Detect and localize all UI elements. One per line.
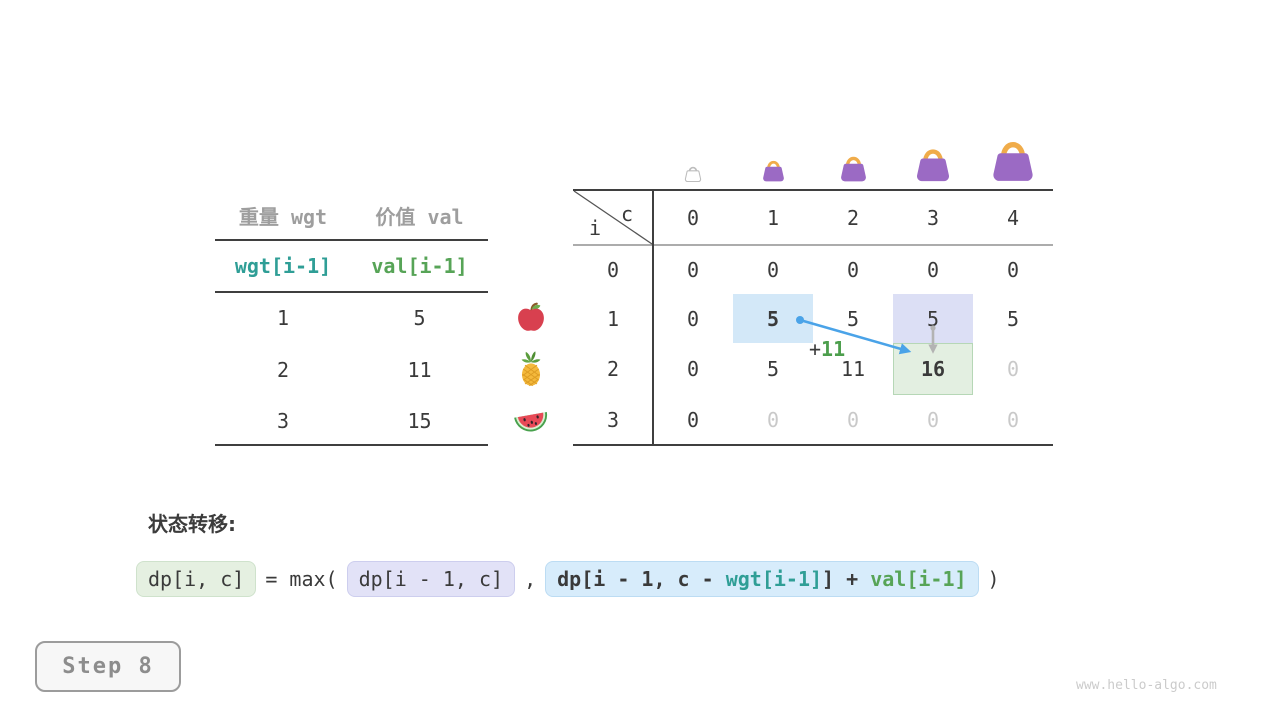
plus-sign: + — [809, 337, 822, 361]
items-table-cell: 2 — [276, 358, 290, 382]
dp-cell: 5 — [846, 306, 860, 331]
dp-cell: 0 — [686, 306, 700, 331]
dp-cell: 5 — [766, 357, 780, 381]
dp-col-header: 0 — [686, 205, 700, 230]
items-table-body: 1 5 2 11 3 15 — [215, 292, 488, 445]
weight-column-header: 重量 wgt — [238, 204, 328, 229]
state-transition-label: 状态转移: — [148, 512, 236, 536]
bag-outline-icon — [653, 120, 733, 182]
items-table-header: 重量 wgt 价值 val — [215, 190, 488, 240]
dp-cell: 0 — [1006, 408, 1020, 432]
item-variable-label: i — [589, 216, 602, 240]
apple-icon — [515, 301, 547, 337]
dp-row-header: 2 — [606, 357, 620, 381]
formula-take-segment: ] + — [822, 567, 871, 591]
state-transition-formula: dp[i, c] = max( dp[i - 1, c] , dp[i - 1,… — [136, 561, 1000, 597]
wgt-index-label: wgt[i-1] — [234, 254, 332, 278]
items-table-row: 2 11 — [215, 344, 488, 396]
dp-cell: 0 — [766, 408, 780, 432]
dp-row-header: 3 — [606, 408, 620, 432]
dp-cell: 0 — [686, 257, 700, 282]
items-index-row: wgt[i-1] val[i-1] — [215, 240, 488, 292]
formula-operator: = max( — [265, 567, 338, 591]
dp-cell: 0 — [1006, 357, 1020, 381]
formula-take-box: dp[i - 1, c - wgt[i-1]] + val[i-1] — [545, 561, 979, 597]
capacity-variable-label: c — [620, 202, 633, 226]
bag-icon-size-2 — [813, 120, 893, 182]
watermelon-icon — [512, 406, 550, 439]
dp-cell: 0 — [926, 408, 940, 432]
items-table-row: 3 15 — [215, 396, 488, 445]
formula-separator: , — [524, 567, 537, 591]
dp-cell: 0 — [846, 257, 860, 282]
site-watermark: www.hello-algo.com — [1076, 678, 1217, 693]
dp-row-header: 1 — [606, 306, 620, 331]
dp-cell: 5 — [893, 294, 973, 343]
dp-row-header: 0 — [606, 257, 620, 282]
dp-cell: 0 — [846, 408, 860, 432]
items-table-cell: 5 — [413, 306, 426, 330]
dp-cell: 11 — [840, 357, 866, 381]
formula-take-segment: wgt[i-1] — [725, 567, 823, 591]
items-table-cell: 15 — [407, 408, 432, 433]
dp-cell: 0 — [686, 408, 700, 432]
pineapple-icon — [518, 351, 544, 391]
step-badge: Step 8 — [35, 641, 181, 692]
items-table-cell: 1 — [276, 306, 290, 330]
dp-col-header: 2 — [846, 205, 860, 230]
dp-cell: 0 — [926, 257, 940, 282]
dp-cell: 5 — [1006, 306, 1020, 331]
value-column-header: 价值 val — [375, 204, 464, 229]
dp-cell: 0 — [1006, 257, 1020, 282]
dp-col-header: 1 — [766, 205, 780, 230]
dp-corner-cell: c i — [573, 190, 653, 245]
val-index-label: val[i-1] — [371, 254, 468, 278]
added-value-annotation: +11 — [809, 337, 845, 361]
dp-cell: 0 — [686, 357, 700, 381]
dp-cell: 16 — [893, 343, 973, 395]
bag-icon-size-1 — [733, 120, 813, 182]
items-table-cell: 11 — [407, 358, 432, 382]
formula-take-segment: dp[i - 1, c - — [557, 567, 726, 591]
bag-icon-size-4 — [973, 120, 1053, 182]
items-table-cell: 3 — [276, 408, 290, 433]
formula-keep-box: dp[i - 1, c] — [346, 561, 516, 597]
dp-cell: 5 — [733, 294, 813, 343]
dp-col-header: 3 — [926, 205, 940, 230]
dp-cell: 0 — [766, 257, 780, 282]
formula-result-box: dp[i, c] — [136, 561, 257, 597]
items-table: 重量 wgt 价值 val wgt[i-1] val[i-1] 1 5 2 11 3 15 — [215, 190, 488, 445]
dp-table: c i 0 1 2 3 4 0 0 0 0 0 0 1 0 5 5 5 5 2 0 5 11 16 0 3 0 0 0 0 0 — [573, 190, 1053, 445]
added-value: 11 — [821, 337, 846, 361]
dp-col-header: 4 — [1006, 205, 1020, 230]
capacity-bags-row — [653, 120, 1053, 182]
bag-icon-size-3 — [893, 120, 973, 182]
formula-close-paren: ) — [987, 567, 1000, 591]
formula-take-segment: val[i-1] — [870, 567, 967, 591]
